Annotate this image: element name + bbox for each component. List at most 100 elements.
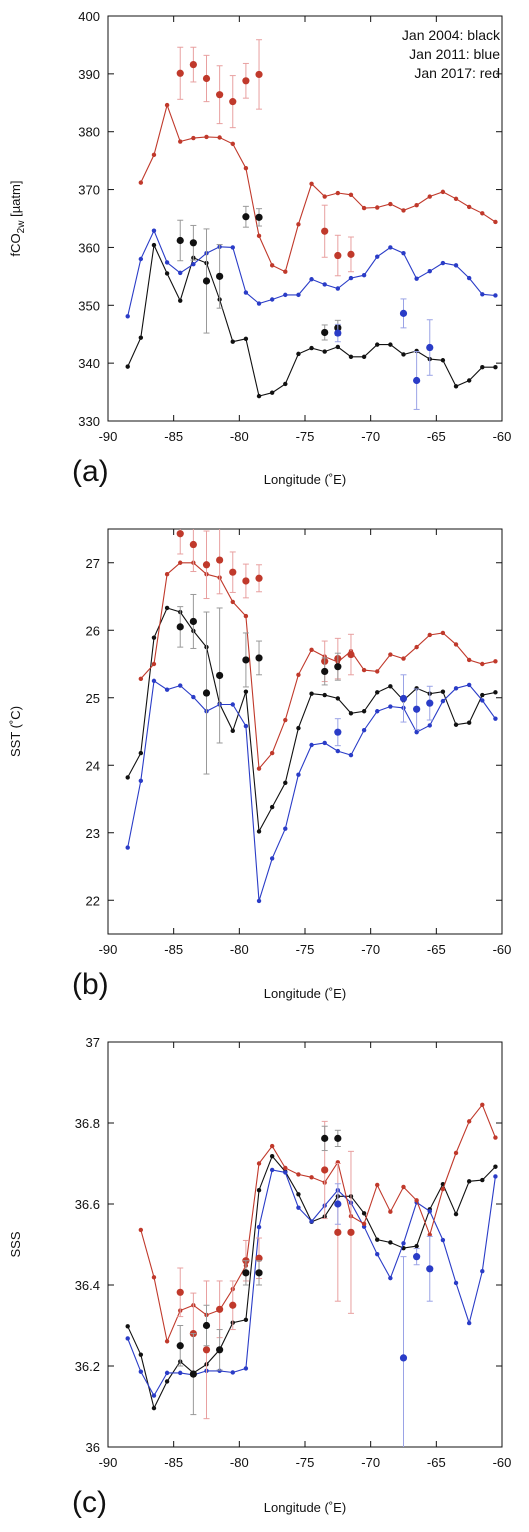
series-point-blue <box>493 1174 498 1179</box>
series-point-blue <box>191 694 196 700</box>
series-point-red <box>164 572 170 577</box>
series-point-blue <box>230 1370 235 1375</box>
series-point-blue <box>348 275 354 281</box>
series-point-red <box>375 669 380 674</box>
y-tick-label: 25 <box>86 691 100 706</box>
series-point-red <box>453 196 459 202</box>
series-point-blue <box>269 297 275 302</box>
series-point-black <box>125 775 130 780</box>
series-point-blue <box>440 698 446 704</box>
observation-point-black <box>202 1321 211 1330</box>
series-point-red <box>440 1186 446 1192</box>
series-point-red <box>230 141 235 147</box>
series-point-black <box>243 336 249 342</box>
series-line-red <box>140 562 496 770</box>
series-line-red <box>140 1103 496 1344</box>
observation-point-red <box>229 568 237 576</box>
series-point-black <box>335 696 341 701</box>
y-tick-label: 36.8 <box>75 1116 100 1131</box>
series-point-red <box>466 657 472 663</box>
series-point-black <box>375 690 380 695</box>
observation-point-black <box>321 667 329 676</box>
series-point-black <box>125 1324 130 1329</box>
plot-frame <box>107 528 503 935</box>
observation-point-red <box>334 251 342 260</box>
series-point-red <box>401 208 406 213</box>
x-tick-label: -70 <box>361 942 380 957</box>
series-point-black <box>480 1177 485 1183</box>
series-point-red <box>388 652 393 657</box>
series-point-red <box>151 661 157 667</box>
x-tick-label: -90 <box>99 942 118 957</box>
series-point-blue <box>466 1320 472 1326</box>
legend-entry-2017: Jan 2017: red <box>414 65 500 81</box>
x-tick-label: -75 <box>296 429 315 444</box>
series-point-blue <box>453 263 459 268</box>
series-point-black <box>453 384 459 389</box>
panel-c: -90 -85 -80 -75 -70 -65 -60 36 36.2 36.4 36.6 36.8 3… <box>8 1035 511 1519</box>
series-line-blue <box>127 229 496 317</box>
series-point-black <box>440 358 446 363</box>
series-point-blue <box>440 260 446 266</box>
series-line-black <box>127 243 496 397</box>
observation-point-red <box>202 561 211 569</box>
series-point-blue <box>335 748 341 754</box>
series-point-blue <box>256 1224 262 1230</box>
x-tick-label: -60 <box>493 1455 512 1470</box>
series-point-black <box>493 690 498 695</box>
series-point-blue <box>243 1366 249 1371</box>
series-point-red <box>138 1227 144 1233</box>
y-axis-label: SST (˚C) <box>8 706 23 757</box>
series-point-blue <box>243 723 249 729</box>
series-point-blue <box>125 314 130 319</box>
series-point-red <box>414 1198 419 1203</box>
series-point-red <box>466 1119 472 1124</box>
series-point-black <box>256 393 262 399</box>
observation-point-red <box>189 540 197 549</box>
legend: Jan 2004: black Jan 2011: blue Jan 2017:… <box>402 27 501 81</box>
series-point-red <box>335 190 341 196</box>
plot-area <box>125 529 498 904</box>
series-point-blue <box>125 1336 130 1341</box>
series-point-red <box>296 1172 301 1177</box>
series-point-black <box>296 351 301 357</box>
series-point-black <box>493 364 498 370</box>
observation-point-red <box>255 574 263 582</box>
series-point-blue <box>269 856 275 861</box>
series-point-red <box>269 750 275 756</box>
observation-point-blue <box>426 343 434 352</box>
series-point-red <box>309 647 314 653</box>
observation-point-black <box>189 239 197 247</box>
series-point-black <box>269 390 275 395</box>
series-point-blue <box>230 702 235 707</box>
series-point-blue <box>401 1241 406 1246</box>
series-point-blue <box>138 256 144 262</box>
observation-point-red <box>321 1166 329 1174</box>
series-point-black <box>296 1192 301 1197</box>
observation-point-red <box>334 1228 342 1236</box>
series-point-black <box>283 381 288 387</box>
series-line-black <box>127 1155 496 1410</box>
x-tick-label: -75 <box>296 942 315 957</box>
series-point-blue <box>480 292 485 297</box>
series-point-blue <box>361 727 367 733</box>
series-point-blue <box>151 1393 157 1398</box>
observation-point-red <box>347 1228 355 1236</box>
series-point-black <box>138 335 144 340</box>
series-point-red <box>440 189 446 195</box>
series-line-black <box>127 607 496 834</box>
observation-point-red <box>242 577 250 585</box>
y-tick-label: 36 <box>86 1440 100 1455</box>
series-point-blue <box>230 245 235 250</box>
series-point-red <box>296 222 301 227</box>
series-point-blue <box>375 709 380 714</box>
series-point-black <box>296 725 301 731</box>
x-tick-label: -80 <box>230 429 249 444</box>
series-point-blue <box>388 245 393 250</box>
series-point-black <box>414 1243 419 1249</box>
y-tick-label: 340 <box>78 356 100 371</box>
observation-point-black <box>189 617 197 626</box>
panel-label: (b) <box>72 968 109 1001</box>
series-point-red <box>256 233 262 239</box>
